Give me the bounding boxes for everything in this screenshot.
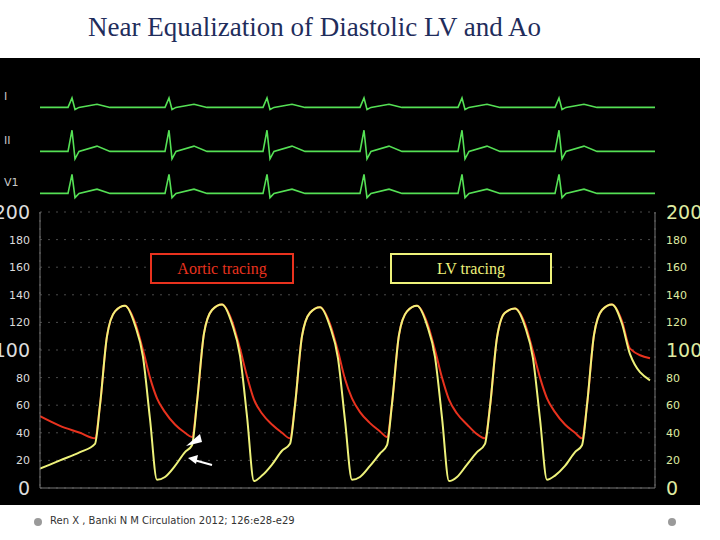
svg-text:120: 120: [666, 316, 687, 329]
svg-text:80: 80: [16, 372, 30, 385]
svg-text:0: 0: [666, 477, 678, 499]
svg-text:180: 180: [9, 234, 30, 247]
html-text:V1: V1: [4, 176, 19, 189]
svg-text:80: 80: [666, 372, 680, 385]
svg-text:100: 100: [8, 339, 30, 361]
svg-text:100: 100: [666, 339, 700, 361]
svg-text:40: 40: [666, 427, 680, 440]
svg-text:60: 60: [16, 399, 30, 412]
svg-text:60: 60: [666, 399, 680, 412]
svg-text:140: 140: [666, 289, 687, 302]
html-text:Ren X , Banki N M Circulation: Ren X , Banki N M Circulation 2012; 126:…: [50, 515, 295, 526]
html-text:Aortic tracing: Aortic tracing: [177, 260, 267, 277]
svg-text:160: 160: [9, 261, 30, 274]
svg-text:140: 140: [9, 289, 30, 302]
svg-text:0: 0: [18, 477, 30, 499]
svg-text:160: 160: [666, 261, 687, 274]
svg-text:200: 200: [666, 201, 700, 223]
html-text:II: II: [4, 134, 11, 147]
svg-text:120: 120: [9, 316, 30, 329]
html-text:Near Equalization of Diastolic: Near Equalization of Diastolic LV and Ao: [88, 12, 541, 42]
svg-text:40: 40: [16, 427, 30, 440]
svg-text:180: 180: [666, 234, 687, 247]
svg-text:20: 20: [666, 454, 680, 467]
html-text:I: I: [4, 90, 8, 103]
html-text:LV tracing: LV tracing: [437, 260, 505, 277]
svg-text:200: 200: [8, 201, 30, 223]
svg-text:20: 20: [16, 454, 30, 467]
